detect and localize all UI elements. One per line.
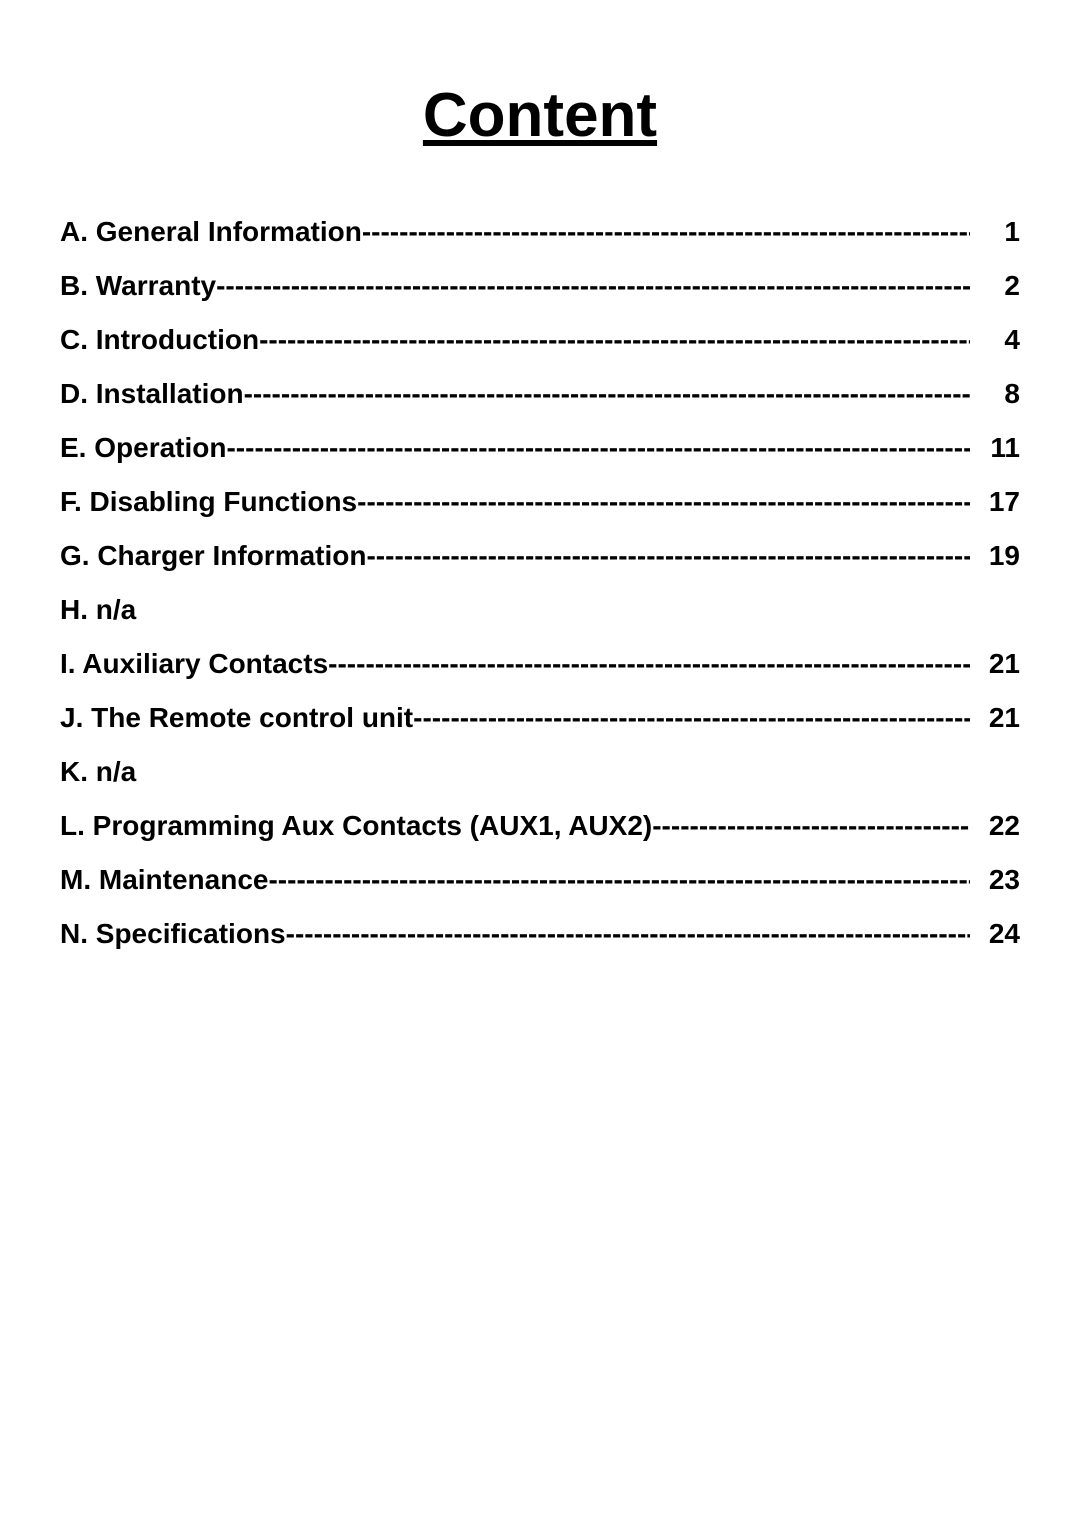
table-of-contents: A. General Information -----------------… — [60, 211, 1020, 955]
toc-label: B. Warranty — [60, 265, 216, 307]
toc-leader: ----------------------------------------… — [226, 427, 970, 469]
toc-label: E. Operation — [60, 427, 226, 469]
toc-label: D. Installation — [60, 373, 244, 415]
toc-page-number: 19 — [970, 535, 1020, 577]
toc-entry: F. Disabling Functions -----------------… — [60, 481, 1020, 523]
toc-entry: N. Specifications ----------------------… — [60, 913, 1020, 955]
toc-entry: E. Operation ---------------------------… — [60, 427, 1020, 469]
toc-label: H. n/a — [60, 594, 136, 625]
toc-label: I. Auxiliary Contacts — [60, 643, 328, 685]
toc-entry-na: K. n/a — [60, 751, 1020, 793]
toc-leader: ----------------------------------------… — [244, 373, 970, 415]
toc-page-number: 2 — [970, 265, 1020, 307]
toc-page-number: 11 — [970, 427, 1020, 469]
toc-page-number: 4 — [970, 319, 1020, 361]
toc-label: L. Programming Aux Contacts (AUX1, AUX2) — [60, 805, 652, 847]
toc-leader: ----------------------------------------… — [259, 319, 970, 361]
toc-label: N. Specifications — [60, 913, 286, 955]
toc-page-number: 21 — [970, 643, 1020, 685]
toc-entry: I. Auxiliary Contacts ------------------… — [60, 643, 1020, 685]
toc-leader: ----------------------------------------… — [362, 211, 970, 253]
toc-entry: C. Introduction ------------------------… — [60, 319, 1020, 361]
toc-entry-na: H. n/a — [60, 589, 1020, 631]
page-title: Content — [60, 80, 1020, 151]
toc-page-number: 22 — [970, 805, 1020, 847]
document-page: Content A. General Information ---------… — [0, 0, 1080, 1526]
toc-page-number: 1 — [970, 211, 1020, 253]
toc-label: J. The Remote control unit — [60, 697, 413, 739]
toc-entry: D. Installation ------------------------… — [60, 373, 1020, 415]
toc-entry: J. The Remote control unit -------------… — [60, 697, 1020, 739]
toc-page-number: 23 — [970, 859, 1020, 901]
toc-entry: M. Maintenance -------------------------… — [60, 859, 1020, 901]
toc-page-number: 17 — [970, 481, 1020, 523]
toc-leader: ----------------------------------------… — [268, 859, 970, 901]
toc-page-number: 24 — [970, 913, 1020, 955]
toc-leader: ----------------------------------------… — [286, 913, 970, 955]
toc-leader: ----------------------------------------… — [216, 265, 970, 307]
toc-leader: ----------------------------------------… — [357, 481, 970, 523]
toc-label: G. Charger Information — [60, 535, 366, 577]
toc-entry: L. Programming Aux Contacts (AUX1, AUX2)… — [60, 805, 1020, 847]
toc-label: A. General Information — [60, 211, 362, 253]
toc-entry: G. Charger Information -----------------… — [60, 535, 1020, 577]
toc-label: K. n/a — [60, 756, 136, 787]
toc-leader: ----------------------------------------… — [413, 697, 970, 739]
toc-label: F. Disabling Functions — [60, 481, 357, 523]
toc-entry: A. General Information -----------------… — [60, 211, 1020, 253]
toc-label: M. Maintenance — [60, 859, 268, 901]
toc-leader: ----------------------------------------… — [328, 643, 970, 685]
toc-page-number: 21 — [970, 697, 1020, 739]
toc-leader: ----------------------------------------… — [652, 805, 970, 847]
toc-page-number: 8 — [970, 373, 1020, 415]
toc-leader: ----------------------------------------… — [366, 535, 970, 577]
toc-entry: B. Warranty ----------------------------… — [60, 265, 1020, 307]
toc-label: C. Introduction — [60, 319, 259, 361]
